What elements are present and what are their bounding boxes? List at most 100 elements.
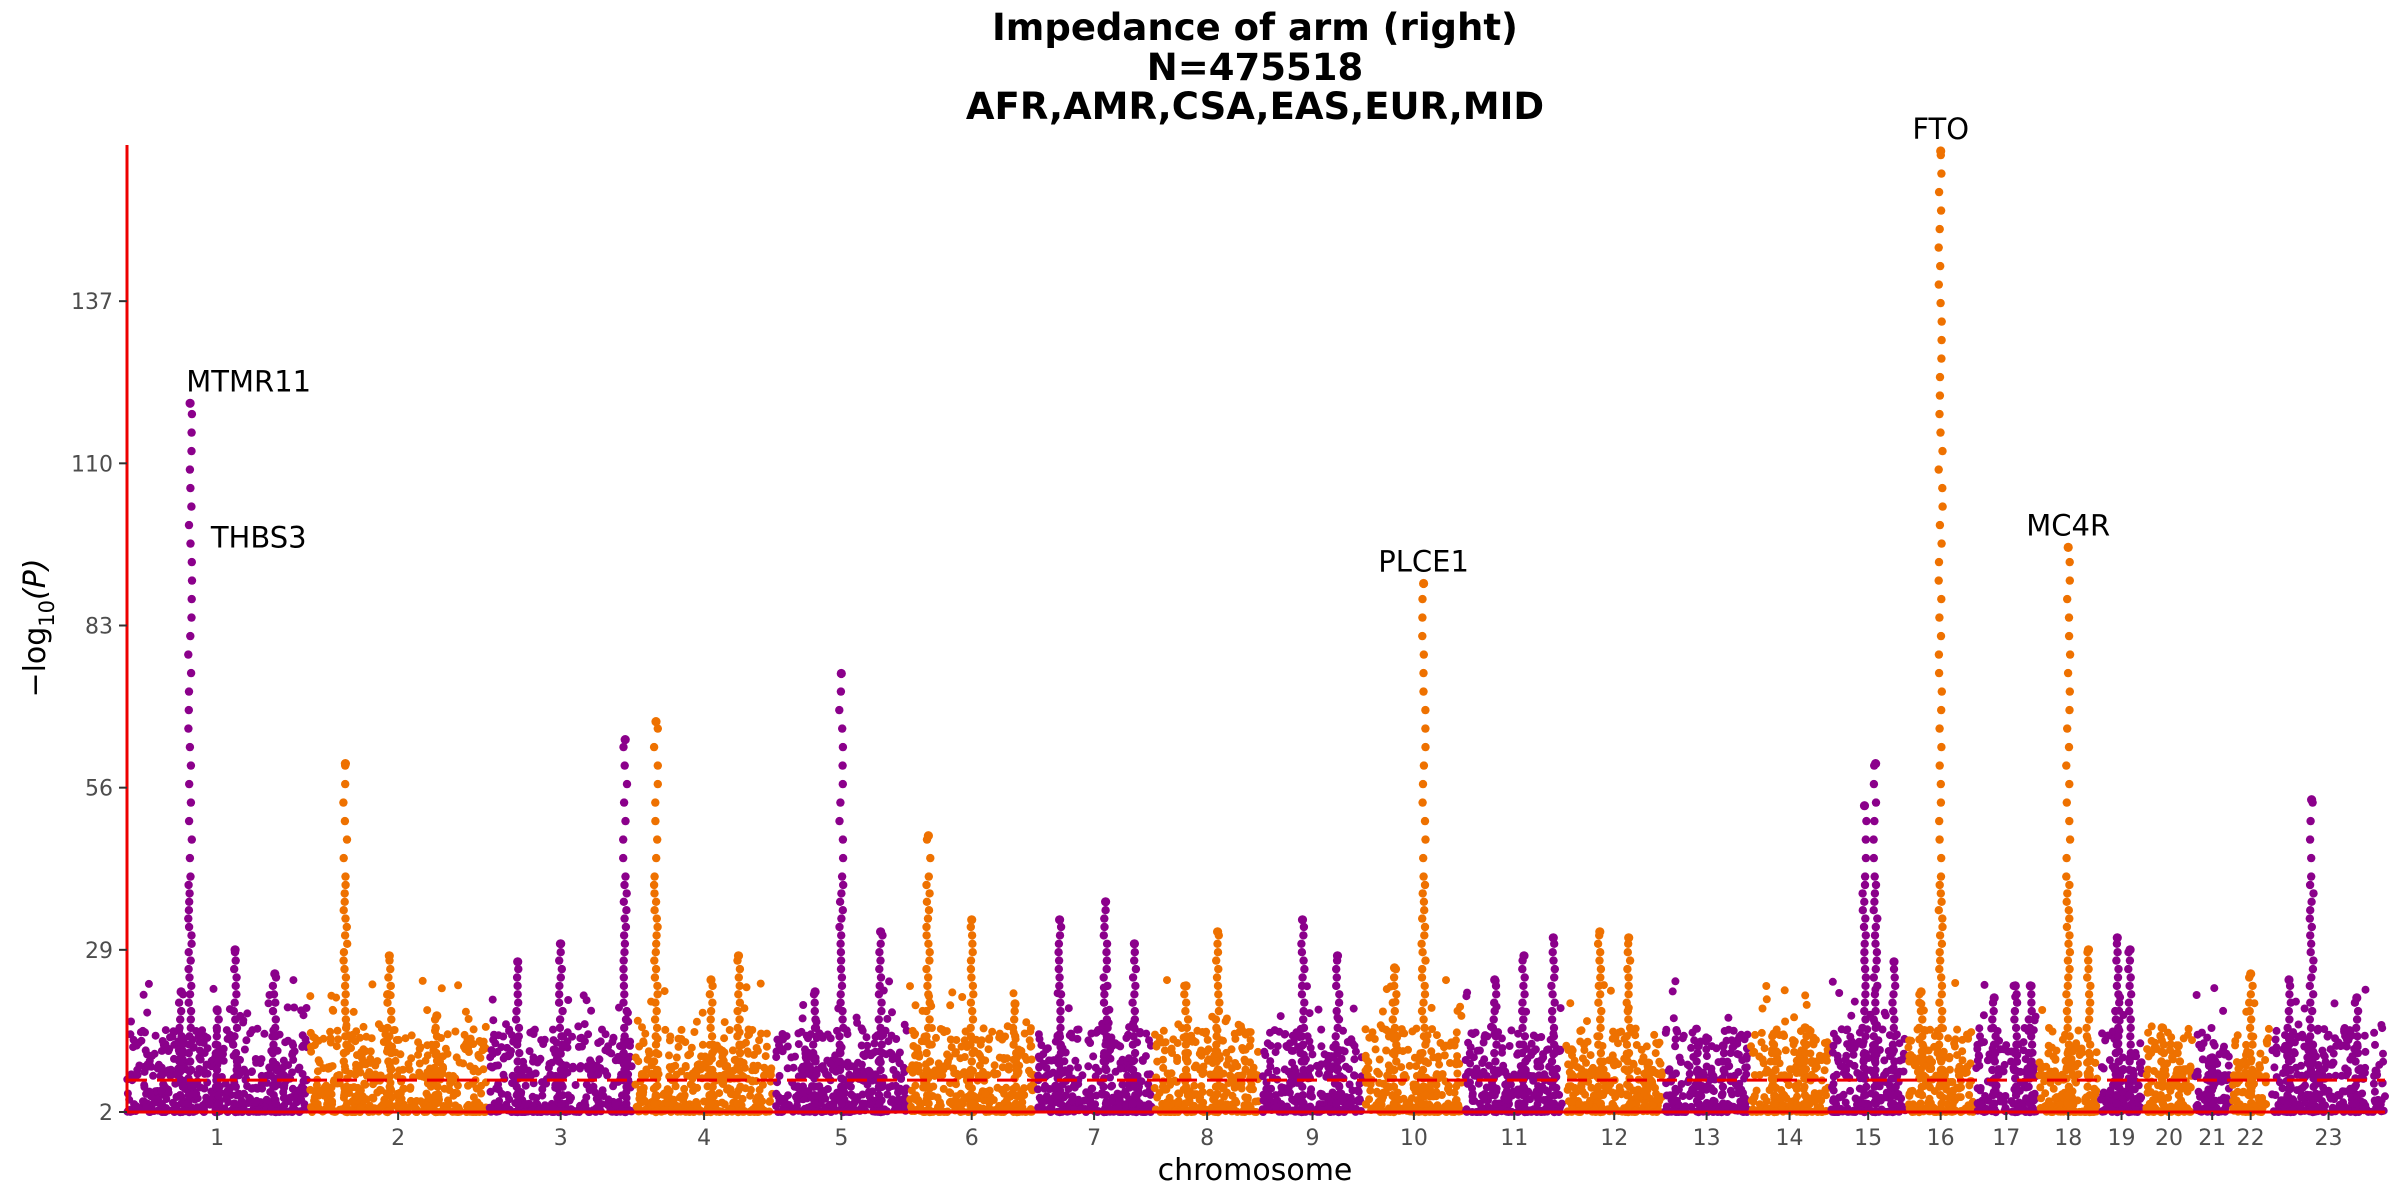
snp-point [838, 742, 848, 752]
snp-point [1371, 1045, 1380, 1054]
snp-point [374, 1020, 383, 1029]
snp-point [232, 1091, 241, 1100]
snp-point [1025, 1036, 1034, 1045]
snp-point [1737, 1030, 1746, 1039]
snp-point [932, 1033, 940, 1042]
snp-point [673, 1102, 682, 1111]
snp-point [406, 1096, 415, 1105]
snp-point [809, 1048, 818, 1058]
snp-point [907, 1102, 915, 1111]
snp-point [1671, 1035, 1680, 1044]
snp-point [924, 990, 933, 999]
snp-point [1102, 948, 1111, 957]
snp-point [1056, 1048, 1066, 1058]
snp-point [503, 1043, 512, 1052]
snp-point [1307, 1085, 1316, 1094]
snp-point [283, 1003, 292, 1012]
snp-point [672, 1053, 681, 1062]
snp-point [1625, 956, 1635, 965]
snp-point [1130, 1006, 1140, 1016]
snp-point [1762, 1097, 1771, 1106]
snp-point [1211, 1015, 1221, 1024]
snp-point [1354, 1097, 1363, 1106]
snp-point [891, 1081, 900, 1090]
snp-point [663, 1085, 672, 1094]
snp-point [925, 1015, 934, 1024]
chromosome-11-points [1461, 933, 1566, 1117]
snp-point [883, 1090, 892, 1099]
snp-point [1420, 931, 1429, 940]
snp-point [386, 964, 395, 974]
peak-top-point [1055, 915, 1065, 925]
snp-point [708, 1082, 717, 1092]
snp-point [1099, 1057, 1108, 1066]
snp-point [947, 1043, 956, 1052]
snp-point [1212, 1023, 1221, 1033]
snp-point [1056, 990, 1066, 999]
snp-point [1411, 1080, 1420, 1089]
snp-point [945, 1098, 954, 1107]
chromosome-4-points [631, 717, 777, 1117]
snp-point [1575, 1099, 1584, 1108]
snp-point [169, 1027, 178, 1036]
snp-point [387, 1006, 396, 1016]
snp-point [184, 1091, 193, 1100]
snp-point [1138, 1056, 1147, 1065]
snp-point [1547, 1015, 1557, 1024]
snp-point [1596, 1048, 1606, 1058]
snp-point [1100, 990, 1109, 999]
snp-point [341, 990, 350, 999]
snp-point [836, 964, 846, 974]
snp-point [582, 996, 591, 1005]
snp-point [587, 1006, 596, 1015]
snp-point [1596, 1099, 1606, 1108]
snp-point [414, 1050, 423, 1059]
snp-point [512, 1006, 521, 1016]
snp-point [1432, 1031, 1441, 1040]
points-layer [123, 146, 2389, 1117]
snp-point [837, 931, 846, 940]
snp-point [1719, 1065, 1728, 1075]
snp-point [619, 931, 629, 940]
snp-point [289, 1055, 298, 1064]
snp-point [1350, 1055, 1359, 1064]
snp-point [555, 1023, 565, 1033]
snp-point [1652, 1069, 1661, 1078]
snp-point [1094, 1027, 1103, 1036]
snp-point [1102, 1015, 1112, 1024]
peak-top-point [1519, 951, 1529, 961]
snp-point [157, 1063, 166, 1072]
snp-point [1462, 992, 1471, 1001]
snp-point [491, 1061, 500, 1070]
snp-point [1418, 1065, 1428, 1075]
snp-point [418, 976, 427, 985]
snp-point [307, 1103, 315, 1112]
snp-point [715, 1059, 724, 1068]
snp-point [1204, 1045, 1213, 1054]
snp-point [205, 1100, 214, 1109]
snp-point [621, 1015, 631, 1024]
snp-point [257, 1071, 266, 1080]
snp-point [1604, 1082, 1613, 1091]
snp-point [708, 1040, 718, 1049]
snp-point [1685, 1062, 1694, 1071]
snp-point [1596, 1057, 1605, 1066]
snp-point [874, 1091, 884, 1100]
snp-point [1010, 1091, 1019, 1100]
snp-point [923, 981, 932, 991]
snp-point [1153, 1057, 1162, 1066]
snp-point [651, 998, 660, 1007]
snp-point [633, 1016, 642, 1025]
snp-point [310, 1097, 319, 1106]
snp-point [286, 1093, 295, 1102]
snp-point [981, 1089, 990, 1098]
snp-point [1375, 1069, 1383, 1078]
snp-point [812, 1032, 822, 1041]
snp-point [874, 1057, 883, 1066]
snp-point [1405, 1061, 1414, 1070]
snp-point [1332, 981, 1341, 991]
snp-point [1034, 1030, 1043, 1039]
snp-point [1161, 1038, 1170, 1047]
snp-point [1131, 1091, 1140, 1100]
snp-point [1334, 998, 1344, 1007]
